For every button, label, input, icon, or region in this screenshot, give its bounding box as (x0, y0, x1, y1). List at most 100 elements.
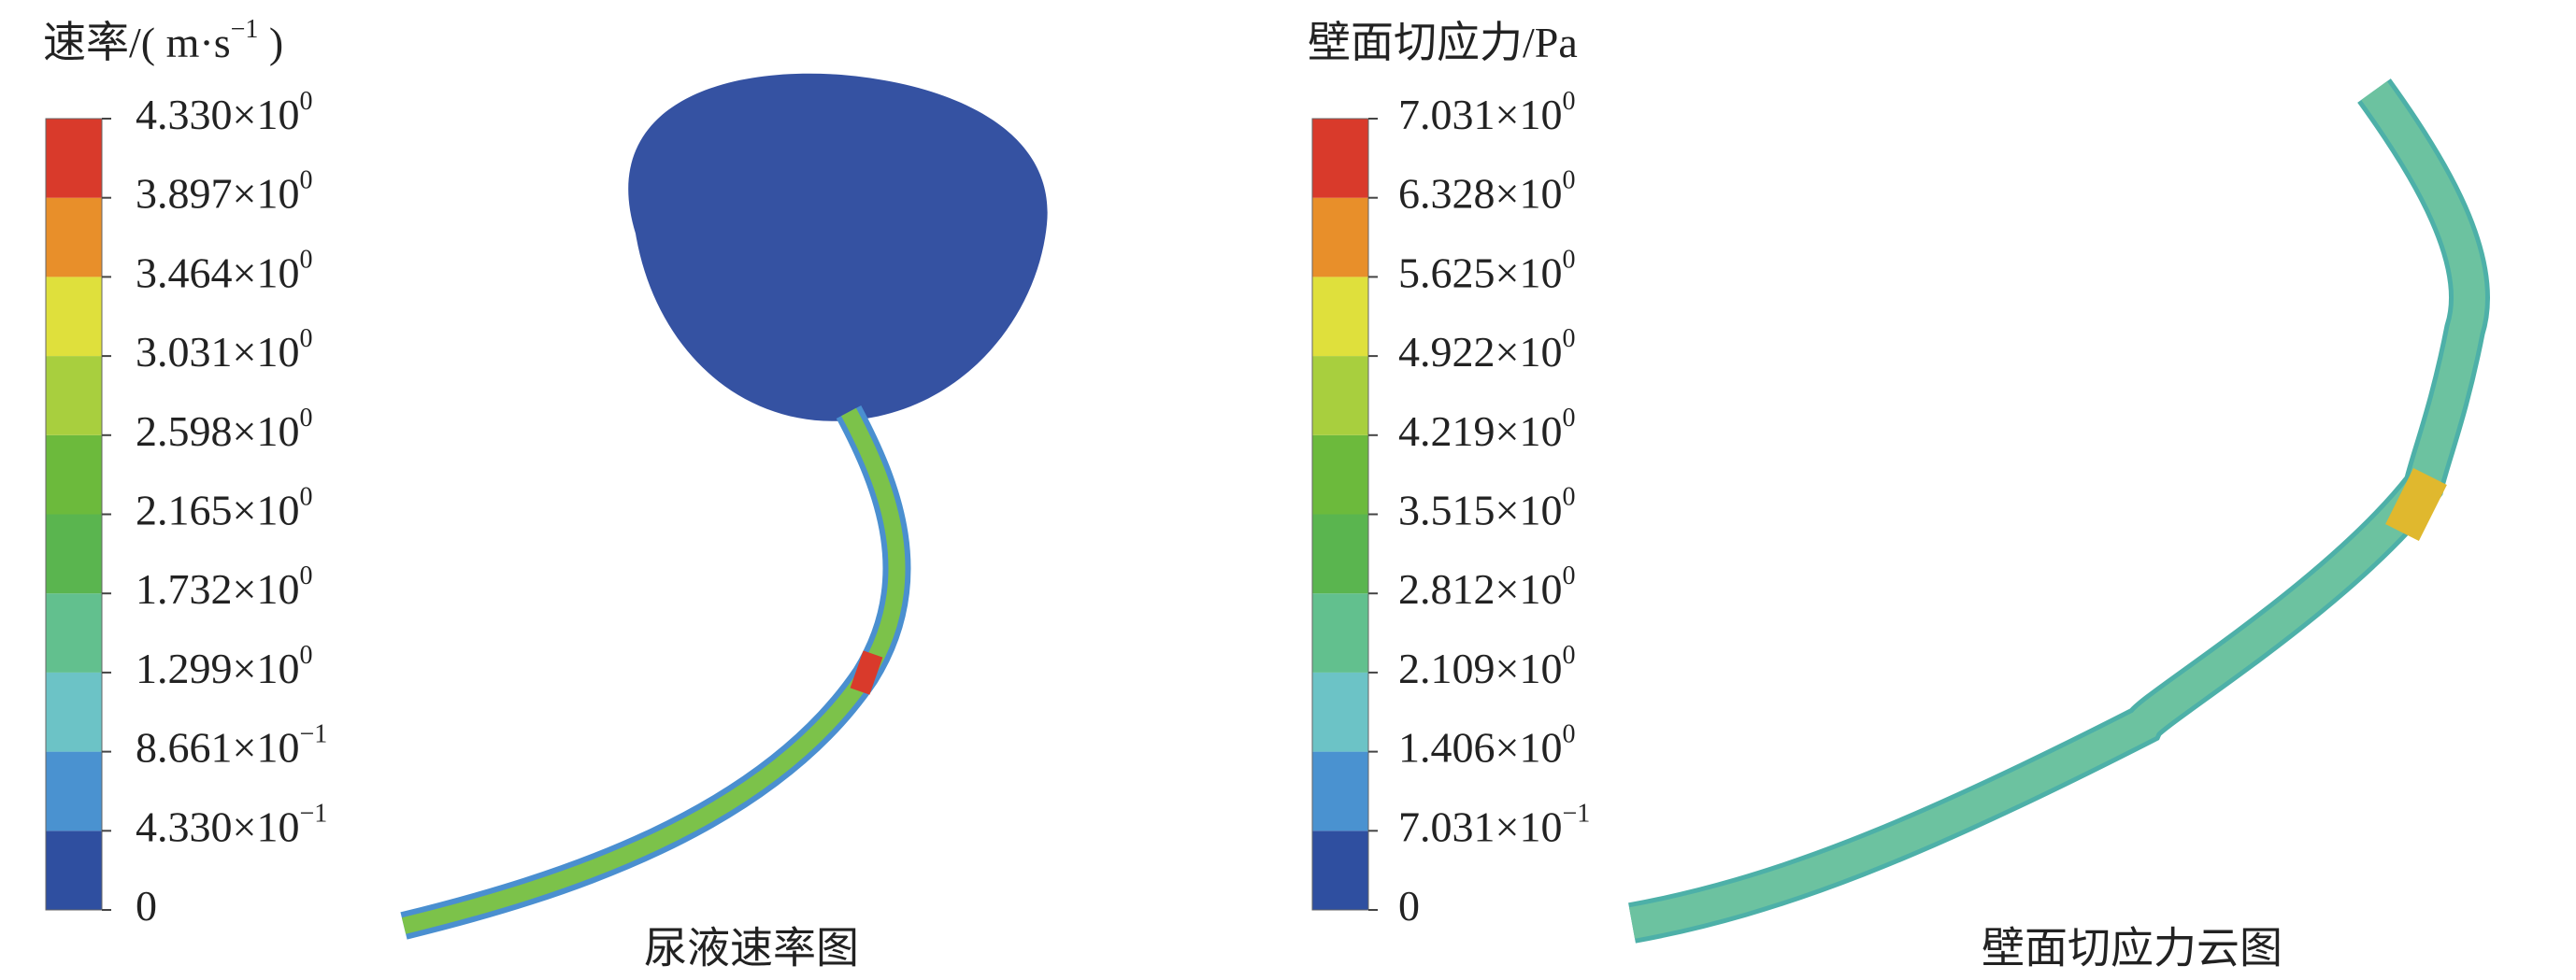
tick-label: 4.219×100 (1398, 404, 1575, 454)
text-base: 1.299×10 (136, 644, 299, 691)
colorbar-band (46, 356, 102, 435)
text-exponent: −1 (231, 15, 259, 44)
colorbar-band (1312, 514, 1368, 594)
text-base: 2.109×10 (1398, 644, 1562, 691)
text-base: 2.812×10 (1398, 565, 1562, 613)
tick-label: 1.732×100 (136, 562, 312, 613)
text-base: 5.625×10 (1398, 249, 1562, 296)
text-base: 2.165×10 (136, 486, 299, 533)
text-base: 1.732×10 (136, 565, 299, 613)
colorbar-band (46, 197, 102, 277)
panel-caption: 尿液速率图 (644, 925, 859, 973)
text-exponent: −1 (299, 720, 327, 749)
text-exponent: 0 (1562, 720, 1575, 749)
text-exponent: 0 (299, 246, 312, 275)
colorbar-band (46, 751, 102, 831)
tick-label: 7.031×100 (1398, 87, 1575, 137)
text-base: 3.464×10 (136, 249, 299, 296)
kidney-shape (628, 73, 1048, 421)
text-base: 3.897×10 (136, 169, 299, 217)
tick-label: 0 (136, 882, 157, 930)
colorbar-title: 壁面切应力/Pa (1308, 19, 1578, 66)
tick-label: 3.464×100 (136, 246, 312, 296)
text-exponent: 0 (1562, 641, 1575, 670)
text-base: 3.515×10 (1398, 486, 1562, 533)
colorbar-band (46, 514, 102, 594)
colorbar-band (46, 831, 102, 910)
text-tail: ) (258, 19, 283, 66)
colorbar-band (1312, 593, 1368, 673)
stenosis (850, 650, 883, 695)
tick-label: 7.031×10−1 (1398, 800, 1590, 850)
panel-caption: 壁面切应力云图 (1982, 925, 2283, 973)
text-exponent: 0 (299, 562, 312, 591)
colorbar-band (1312, 434, 1368, 515)
text-exponent: 0 (1562, 404, 1575, 433)
text-exponent: −1 (299, 800, 327, 829)
text-exponent: −1 (1562, 800, 1590, 829)
text-exponent: 0 (1562, 166, 1575, 195)
text-exponent: 0 (299, 87, 312, 116)
tick-label: 0 (1398, 882, 1420, 930)
stenosis (2385, 468, 2447, 541)
text-base: 8.661×10 (136, 723, 299, 771)
tick-label: 6.328×100 (1398, 166, 1575, 217)
colorbar-band (46, 277, 102, 357)
tick-label: 8.661×10−1 (136, 720, 327, 771)
text-base: 壁面切应力/Pa (1308, 19, 1578, 66)
tick-label: 5.625×100 (1398, 246, 1575, 296)
text-exponent: 0 (1562, 246, 1575, 275)
tube-edge (1628, 78, 2490, 944)
colorbar-band (46, 119, 102, 198)
text-base: 1.406×10 (1398, 723, 1562, 771)
colorbar-band (1312, 277, 1368, 357)
text-base: 0 (1398, 882, 1420, 930)
tick-label: 2.812×100 (1398, 562, 1575, 613)
tick-label: 1.299×100 (136, 641, 312, 691)
tick-label: 3.897×100 (136, 166, 312, 217)
velocity-model (400, 73, 1048, 940)
text-exponent: 0 (1562, 483, 1575, 512)
text-base: 2.598×10 (136, 406, 299, 454)
text-base: 6.328×10 (1398, 169, 1562, 217)
colorbar-band (46, 672, 102, 752)
colorbar-band (1312, 119, 1368, 198)
tick-label: 2.165×100 (136, 483, 312, 533)
text-base: 4.219×10 (1398, 406, 1562, 454)
text-base: 4.922×10 (1398, 328, 1562, 376)
tick-label: 4.330×100 (136, 87, 312, 137)
colorbar-band (1312, 672, 1368, 752)
colorbar-band (1312, 831, 1368, 910)
text-base: 4.330×10 (136, 91, 299, 138)
text-base: 速率/( m·s (43, 19, 231, 66)
colorbar-band (1312, 356, 1368, 435)
tick-label: 2.598×100 (136, 404, 312, 454)
text-exponent: 0 (299, 641, 312, 670)
shear-model (1628, 78, 2490, 944)
tube-core (401, 407, 906, 934)
colorbar-band (46, 434, 102, 515)
text-exponent: 0 (299, 404, 312, 433)
text-base: 0 (136, 882, 157, 930)
tube-surface (1628, 81, 2485, 939)
colorbar-band (1312, 751, 1368, 831)
tick-label: 1.406×100 (1398, 720, 1575, 771)
tick-label: 4.922×100 (1398, 325, 1575, 376)
tick-label: 3.515×100 (1398, 483, 1575, 533)
text-base: 4.330×10 (136, 802, 299, 850)
text-exponent: 0 (299, 325, 312, 354)
colorbar-title: 速率/( m·s−1 ) (43, 15, 283, 65)
colorbar-band (46, 593, 102, 673)
text-exponent: 0 (1562, 325, 1575, 354)
text-base: 7.031×10 (1398, 802, 1562, 850)
text-base: 7.031×10 (1398, 91, 1562, 138)
tick-label: 2.109×100 (1398, 641, 1575, 691)
text-exponent: 0 (1562, 562, 1575, 591)
tick-label: 3.031×100 (136, 325, 312, 376)
tick-label: 4.330×10−1 (136, 800, 327, 850)
text-base: 3.031×10 (136, 328, 299, 376)
text-exponent: 0 (299, 483, 312, 512)
text-exponent: 0 (299, 166, 312, 195)
colorbar-band (1312, 197, 1368, 277)
